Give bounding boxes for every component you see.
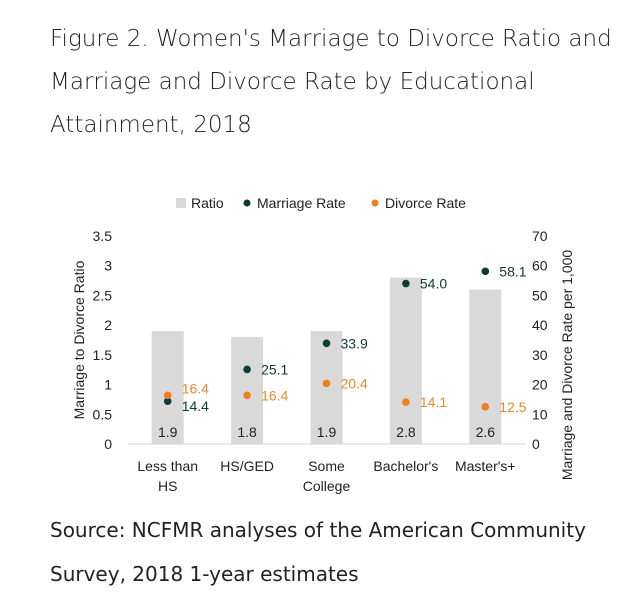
divorce-rate-point (163, 391, 172, 400)
ratio-bar (310, 331, 343, 444)
chart-source: Source: NCFMR analyses of the American C… (50, 518, 586, 586)
marriage-rate-label: 58.1 (499, 263, 526, 279)
y-tick-label: 0.5 (93, 406, 113, 422)
x-tick-label: Some (308, 458, 345, 474)
marriage-rate-label: 25.1 (261, 361, 288, 377)
ratio-bar (389, 277, 422, 444)
chart-title: Figure 2. Women's Marriage to Divorce Ra… (50, 26, 612, 138)
x-tick-label: HS/GED (220, 458, 274, 474)
marriage-rate-point (163, 397, 172, 406)
ratio-bar (151, 331, 184, 444)
marriage-rate-label: 14.4 (182, 398, 209, 414)
legend-marriage-swatch (243, 199, 251, 207)
y-tick-label: 3 (104, 258, 112, 274)
y-tick-label: 2 (104, 317, 112, 333)
divorce-rate-label: 16.4 (182, 380, 209, 396)
divorce-rate-point (322, 379, 331, 388)
y2-axis-label: Marriage and Divorce Rate per 1,000 (559, 250, 575, 481)
divorce-rate-label: 20.4 (341, 375, 368, 391)
marriage-rate-point (481, 267, 490, 276)
x-tick-label: Less than (137, 458, 198, 474)
y2-tick-label: 30 (532, 347, 548, 363)
y-axis-label: Marriage to Divorce Ratio (71, 260, 87, 419)
divorce-rate-point (402, 398, 410, 406)
y2-tick-label: 20 (532, 377, 548, 393)
legend-ratio-swatch (176, 198, 186, 208)
marriage-rate-point (402, 279, 410, 288)
y-tick-label: 1.5 (93, 347, 113, 363)
marriage-rate-label: 54.0 (420, 276, 447, 292)
y-tick-label: 0 (104, 436, 112, 452)
ratio-label: 1.8 (237, 424, 257, 440)
y2-tick-label: 10 (532, 406, 548, 422)
divorce-rate-point (243, 391, 251, 400)
legend-divorce-label: Divorce Rate (385, 195, 466, 211)
divorce-rate-point (481, 403, 490, 411)
ratio-bar (231, 337, 264, 444)
y2-tick-label: 60 (532, 258, 548, 274)
x-tick-label: HS (158, 478, 177, 494)
ratio-label: 2.6 (476, 424, 496, 440)
divorce-rate-label: 16.4 (261, 387, 288, 403)
legend-divorce-swatch (371, 199, 379, 207)
y-tick-label: 3.5 (93, 228, 113, 244)
x-tick-label: College (303, 478, 351, 494)
y2-tick-label: 0 (532, 436, 540, 452)
legend-ratio-label: Ratio (191, 195, 224, 211)
ratio-label: 1.9 (317, 424, 337, 440)
y2-tick-label: 70 (532, 228, 548, 244)
divorce-rate-label: 14.1 (420, 394, 447, 410)
x-tick-label: Master's+ (455, 458, 516, 474)
ratio-label: 1.9 (158, 424, 178, 440)
legend-marriage-label: Marriage Rate (257, 195, 346, 211)
ratio-bar (469, 289, 502, 444)
y-tick-label: 2.5 (93, 287, 113, 303)
marriage-rate-point (243, 365, 251, 374)
y2-tick-label: 50 (532, 287, 548, 303)
ratio-label: 2.8 (396, 424, 416, 440)
x-tick-label: Bachelor's (373, 458, 438, 474)
marriage-rate-point (322, 339, 331, 348)
marriage-rate-label: 33.9 (341, 335, 368, 351)
divorce-rate-label: 12.5 (499, 399, 526, 415)
y-tick-label: 1 (104, 377, 112, 393)
y2-tick-label: 40 (532, 317, 548, 333)
